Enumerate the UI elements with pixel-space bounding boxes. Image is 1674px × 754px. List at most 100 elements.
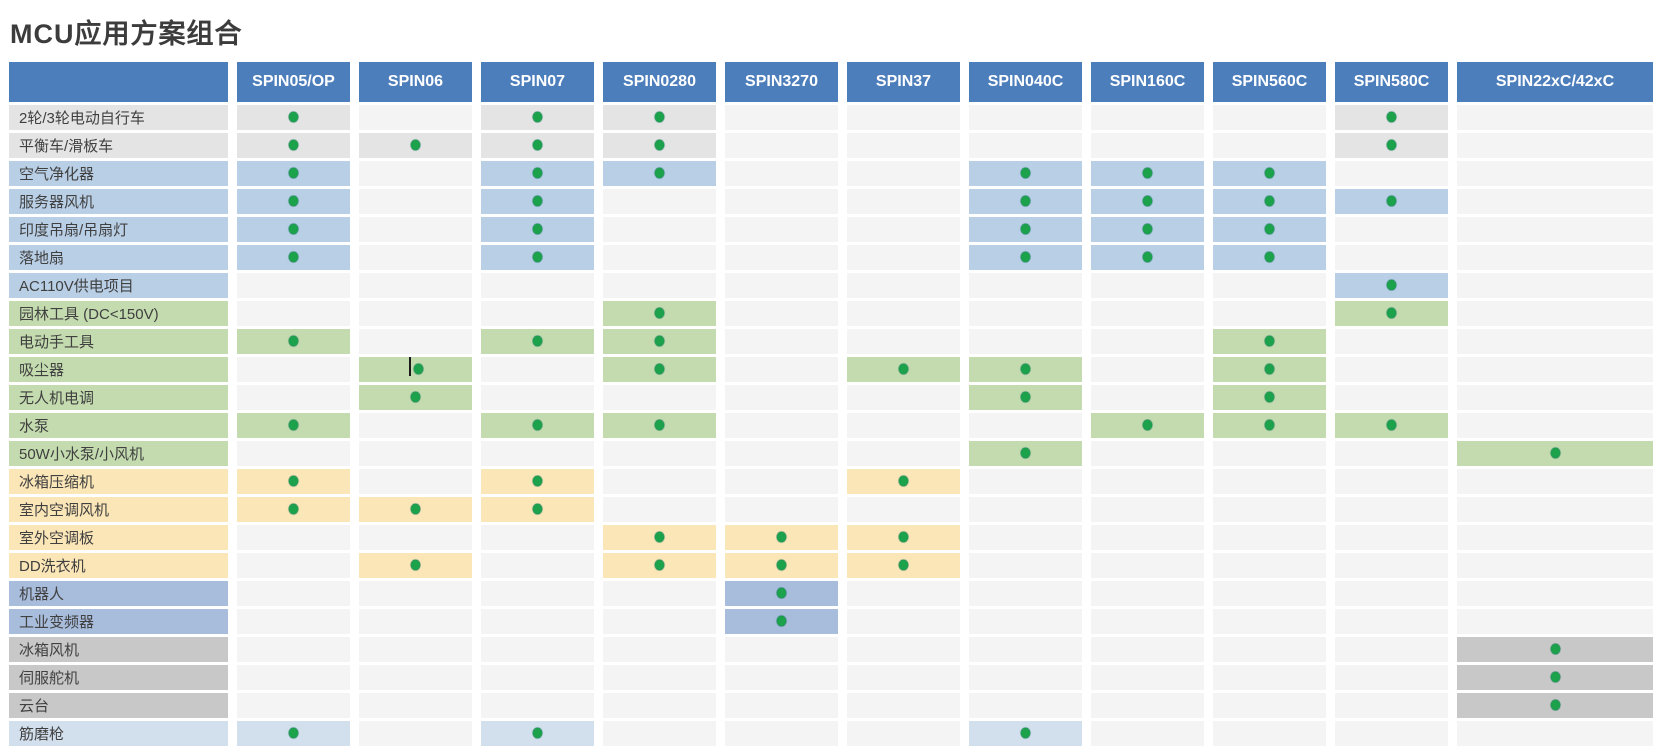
matrix-cell	[237, 273, 350, 298]
support-dot-icon	[655, 308, 664, 319]
support-dot-icon	[411, 392, 420, 403]
matrix-cell	[481, 441, 594, 466]
matrix-cell	[725, 217, 838, 242]
matrix-cell	[1091, 189, 1204, 214]
corner-cell	[9, 62, 228, 102]
support-dot-icon	[899, 476, 908, 487]
matrix-cell	[725, 329, 838, 354]
matrix-cell	[1457, 273, 1653, 298]
matrix-cell	[603, 217, 716, 242]
matrix-cell	[1091, 665, 1204, 690]
row-label: 50W小水泵/小风机	[9, 441, 228, 466]
matrix-cell	[847, 581, 960, 606]
matrix-cell	[1457, 665, 1653, 690]
matrix-cell	[969, 189, 1082, 214]
table-row: 印度吊扇/吊扇灯	[9, 217, 1653, 242]
support-dot-icon	[1265, 420, 1274, 431]
matrix-cell	[603, 553, 716, 578]
matrix-cell	[969, 721, 1082, 746]
matrix-cell	[481, 609, 594, 634]
matrix-cell	[1213, 245, 1326, 270]
matrix-cell	[725, 609, 838, 634]
matrix-cell	[969, 105, 1082, 130]
matrix-cell	[725, 357, 838, 382]
support-dot-icon	[1021, 728, 1030, 739]
table-row: 无人机电调	[9, 385, 1653, 410]
matrix-cell	[725, 413, 838, 438]
matrix-cell	[1213, 189, 1326, 214]
matrix-cell	[359, 721, 472, 746]
matrix-cell	[1335, 609, 1448, 634]
matrix-cell	[1091, 105, 1204, 130]
row-label: 伺服舵机	[9, 665, 228, 690]
matrix-cell	[359, 609, 472, 634]
column-header-spin160c: SPIN160C	[1091, 62, 1204, 102]
column-header-spin37: SPIN37	[847, 62, 960, 102]
support-dot-icon	[289, 168, 298, 179]
matrix-cell	[1457, 357, 1653, 382]
support-dot-icon	[1550, 672, 1560, 683]
matrix-cell	[1335, 441, 1448, 466]
table-row: 室外空调板	[9, 525, 1653, 550]
matrix-cell	[969, 665, 1082, 690]
matrix-cell	[481, 329, 594, 354]
matrix-cell	[237, 133, 350, 158]
column-header-spin580c: SPIN580C	[1335, 62, 1448, 102]
support-dot-icon	[655, 560, 664, 571]
row-label: 工业变频器	[9, 609, 228, 634]
support-dot-icon	[411, 560, 420, 571]
matrix-cell	[359, 217, 472, 242]
matrix-cell	[847, 385, 960, 410]
matrix-cell	[481, 133, 594, 158]
matrix-cell	[725, 189, 838, 214]
support-dot-icon	[289, 224, 298, 235]
matrix-cell	[969, 161, 1082, 186]
matrix-cell	[725, 525, 838, 550]
matrix-cell	[481, 637, 594, 662]
support-dot-icon	[655, 140, 664, 151]
matrix-cell	[1335, 413, 1448, 438]
matrix-cell	[359, 693, 472, 718]
matrix-cell	[1213, 161, 1326, 186]
matrix-cell	[725, 497, 838, 522]
matrix-cell	[359, 245, 472, 270]
matrix-cell	[1457, 329, 1653, 354]
matrix-cell	[1091, 693, 1204, 718]
matrix-cell	[847, 413, 960, 438]
row-label: 电动手工具	[9, 329, 228, 354]
matrix-cell	[237, 497, 350, 522]
matrix-cell	[603, 609, 716, 634]
matrix-cell	[1091, 581, 1204, 606]
matrix-cell	[1213, 413, 1326, 438]
matrix-cell	[969, 385, 1082, 410]
matrix-cell	[847, 217, 960, 242]
matrix-cell	[237, 245, 350, 270]
table-row: 冰箱风机	[9, 637, 1653, 662]
matrix-cell	[725, 693, 838, 718]
header-row: SPIN05/OP SPIN06 SPIN07 SPIN0280 SPIN3270 SPI…	[9, 62, 1653, 102]
support-dot-icon	[1143, 224, 1152, 235]
matrix-cell	[481, 189, 594, 214]
matrix-cell	[359, 301, 472, 326]
support-dot-icon	[1021, 224, 1030, 235]
support-dot-icon	[777, 588, 786, 599]
matrix-cell	[237, 637, 350, 662]
support-dot-icon	[1550, 700, 1560, 711]
matrix-cell	[1213, 357, 1326, 382]
matrix-cell	[481, 357, 594, 382]
matrix-cell	[603, 105, 716, 130]
support-dot-icon	[899, 364, 908, 375]
matrix-cell	[847, 105, 960, 130]
matrix-cell	[1091, 469, 1204, 494]
matrix-cell	[1457, 189, 1653, 214]
support-dot-icon	[655, 532, 664, 543]
matrix-cell	[603, 161, 716, 186]
support-dot-icon	[533, 168, 542, 179]
row-label: 吸尘器	[9, 357, 228, 382]
support-dot-icon	[1021, 448, 1030, 459]
matrix-cell	[359, 105, 472, 130]
matrix-cell	[359, 413, 472, 438]
table-row: 空气净化器	[9, 161, 1653, 186]
matrix-cell	[725, 385, 838, 410]
